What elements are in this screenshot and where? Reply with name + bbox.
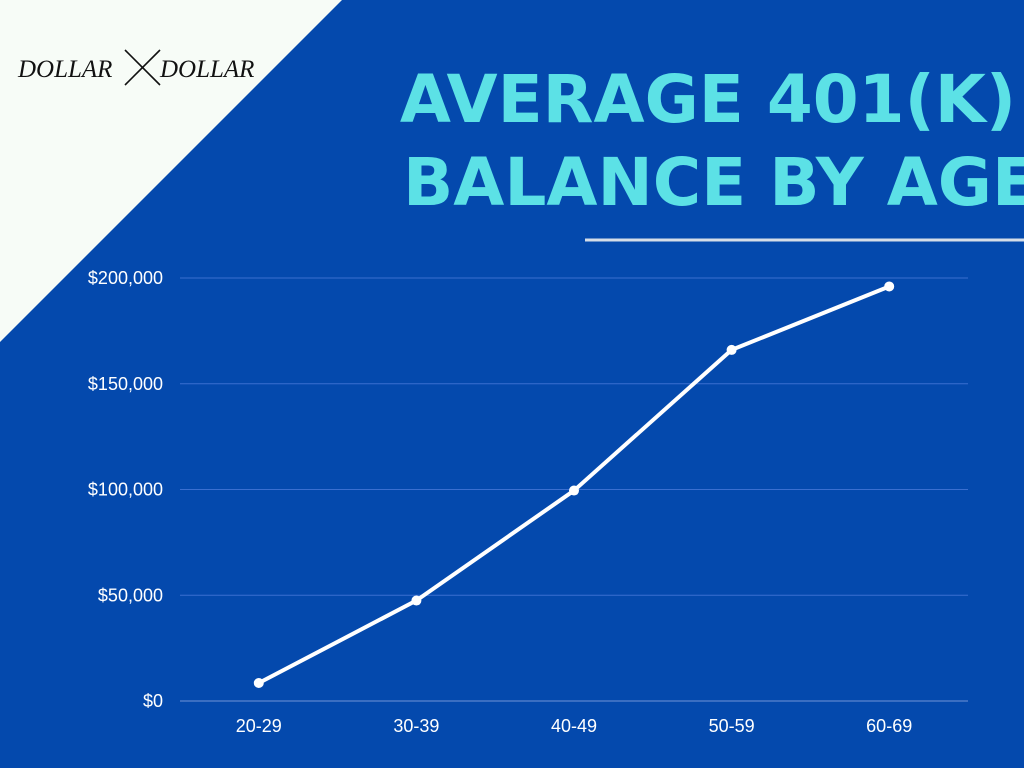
x-tick-label: 20-29 [236, 716, 282, 736]
y-tick-label: $150,000 [88, 374, 163, 394]
y-tick-label: $100,000 [88, 480, 163, 500]
chart-title-line-1: AVERAGE 401(K) [400, 61, 1016, 138]
data-point-40-49 [569, 485, 579, 496]
corner-triangle [0, 0, 342, 342]
x-tick-label: 60-69 [866, 716, 912, 736]
series-line [256, 284, 892, 686]
y-tick-label: $50,000 [98, 585, 163, 605]
chart-title-line-2: BALANCE BY AGE [403, 144, 1024, 221]
x-tick-label: 50-59 [709, 716, 755, 736]
data-point-60-69 [884, 281, 895, 292]
brand-word-left: DOLLAR [17, 56, 112, 83]
data-point-20-29 [253, 678, 264, 689]
y-tick-label: $0 [143, 691, 163, 711]
x-tick-label: 40-49 [551, 716, 597, 736]
data-point-30-39 [411, 595, 422, 606]
data-point-50-59 [726, 344, 737, 355]
brand-logo: DOLLAR DOLLAR [17, 49, 254, 86]
y-axis-ticks: $0 $50,000 $100,000 $150,000 $200,000 [88, 268, 163, 711]
x-tick-label: 30-39 [393, 716, 439, 736]
brand-cross-icon [124, 49, 161, 86]
y-tick-label: $200,000 [88, 268, 163, 288]
series-balance [253, 281, 895, 689]
brand-word-right: DOLLAR [159, 56, 254, 83]
x-axis-ticks: 20-29 30-39 40-49 50-59 60-69 [236, 716, 912, 736]
gridlines [180, 277, 968, 702]
